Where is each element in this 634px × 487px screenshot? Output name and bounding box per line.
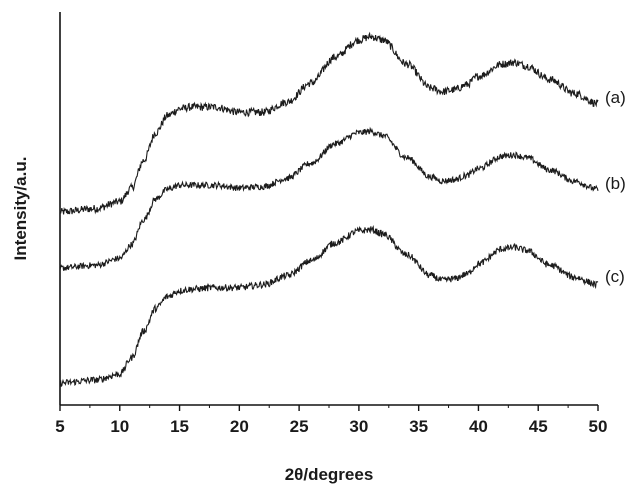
series-labels: (a) (b) (c) — [605, 88, 626, 286]
series-curves — [59, 31, 599, 388]
series-label: (c) — [605, 267, 625, 286]
series-label: (b) — [605, 174, 626, 193]
x-tick-label: 20 — [230, 417, 249, 436]
x-tick-label: 15 — [170, 417, 189, 436]
x-tick-label: 30 — [349, 417, 368, 436]
x-tick-label: 40 — [469, 417, 488, 436]
series-label: (a) — [605, 88, 626, 107]
series-line — [59, 126, 599, 271]
x-tick-label: 10 — [110, 417, 129, 436]
x-tick-label: 25 — [290, 417, 309, 436]
x-axis-title: 2θ/degrees — [285, 465, 374, 484]
series-line — [59, 31, 599, 215]
x-tick-label: 5 — [55, 417, 64, 436]
plot-area: 5 10 15 20 25 30 35 40 45 50 (a) (b) (c) — [55, 12, 626, 436]
x-tick-label: 50 — [589, 417, 608, 436]
x-tick-label: 35 — [409, 417, 428, 436]
y-axis-title: Intensity/a.u. — [11, 157, 30, 261]
x-tick-label: 45 — [529, 417, 548, 436]
x-ticks: 5 10 15 20 25 30 35 40 45 50 — [55, 405, 607, 436]
series-line — [59, 224, 599, 388]
